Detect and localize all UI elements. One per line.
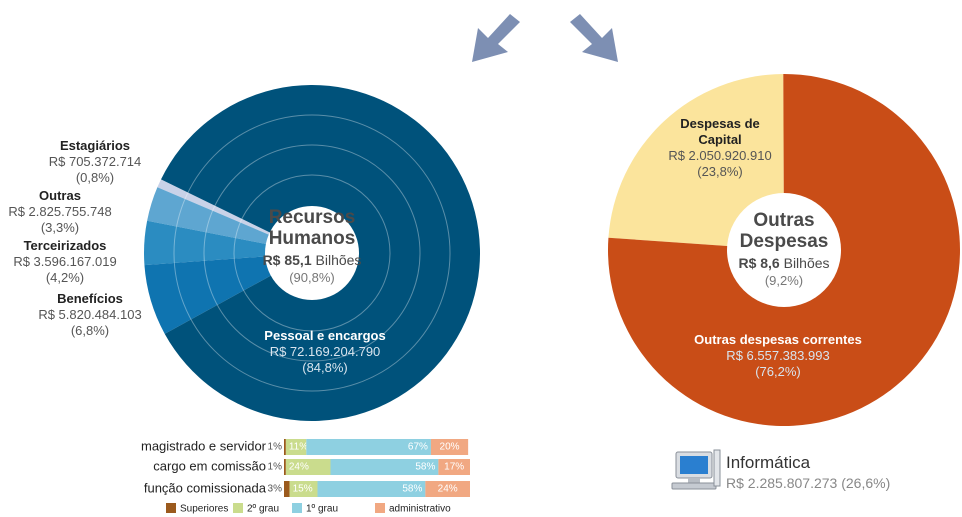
bar-segment — [285, 459, 331, 475]
value-label: 15% — [293, 484, 313, 495]
legend-swatch — [292, 503, 302, 513]
slice-percent: (3,3%) — [40, 220, 80, 235]
value-label: 3% — [268, 484, 283, 495]
ring — [173, 114, 451, 392]
slice-percent: (6,8%) — [70, 323, 110, 338]
center-amount: R$ 85,1 — [262, 252, 312, 268]
bar-segment — [438, 459, 470, 475]
center-unit: Bilhões — [783, 255, 830, 271]
slice-label: Terceirizados R$ 3.596.167.019 (4,2%) — [13, 238, 116, 286]
value-label: 1% — [268, 442, 283, 453]
ring — [203, 144, 421, 362]
arrow — [570, 14, 618, 62]
bar-segment — [289, 481, 318, 497]
value-label: 20% — [440, 442, 460, 453]
value-label: 11% — [289, 442, 308, 453]
slice-label: Pessoal e encargos R$ 72.169.204.790 (84,8… — [264, 328, 385, 376]
center-label: Recursos Humanos R$ 85,1 Bilhões (90,8%) — [263, 207, 362, 285]
pie-slice — [608, 74, 784, 250]
center-share: (9,2%) — [764, 273, 804, 288]
legend-label: 1º grau — [306, 504, 338, 515]
center-title: Despesas — [739, 231, 829, 252]
legend-swatch — [375, 503, 385, 513]
center-title: Humanos — [268, 228, 356, 249]
slice-name: Despesas de Capital — [680, 116, 760, 147]
center-amount: R$ 8,6 — [738, 255, 780, 271]
center-title: Recursos — [268, 207, 356, 228]
slice-value: R$ 5.820.484.103 — [38, 307, 142, 322]
slice-value: R$ 6.557.383.993 — [726, 348, 830, 363]
legend-swatch — [233, 503, 243, 513]
bar-segment — [317, 481, 426, 497]
bar-segment — [306, 439, 431, 455]
slice-name: Pessoal e encargos — [264, 328, 386, 343]
bar-segment — [284, 481, 290, 497]
slice-label: Estagiários R$ 705.372.714 (0,8%) — [49, 138, 142, 186]
slice-name: Estagiários — [59, 138, 131, 153]
slice-name: Outras despesas correntes — [694, 332, 862, 347]
slice-name: Benefícios — [57, 291, 123, 306]
value-label: 24% — [438, 484, 458, 495]
value-label: 17% — [444, 462, 464, 473]
slice-name: Terceirizados — [23, 238, 107, 253]
slice-value: R$ 72.169.204.790 — [269, 344, 381, 359]
center-title: Outras — [753, 210, 815, 231]
bar-segment — [284, 459, 286, 475]
center-unit: Bilhões — [315, 252, 362, 268]
informatica: Informática R$ 2.285.807.273 (26,6%) — [726, 453, 890, 491]
donut-hole — [265, 206, 359, 300]
bar-segment — [330, 459, 439, 475]
category-label: função comissionada — [144, 480, 267, 495]
slice-percent: (23,8%) — [697, 164, 743, 179]
donut-hole — [727, 193, 841, 307]
value-label: 58% — [415, 462, 435, 473]
legend-label: administrativo — [389, 504, 451, 515]
arrow — [472, 14, 520, 62]
center-label: Outras Despesas R$ 8,6 Bilhões (9,2%) — [738, 210, 829, 288]
center-share: (90,8%) — [289, 270, 335, 285]
value-label: 58% — [402, 484, 422, 495]
value-label: 67% — [408, 442, 428, 453]
slice-value: R$ 2.825.755.748 — [8, 204, 112, 219]
slice-percent: (0,8%) — [75, 170, 115, 185]
value-label: 1% — [268, 462, 283, 473]
info-label: Informática — [726, 453, 811, 472]
slice-name: Outras — [39, 188, 81, 203]
center-amount-line: R$ 85,1 Bilhões — [263, 252, 362, 268]
slice-percent: (4,2%) — [45, 270, 85, 285]
legend-label: 2º grau — [247, 504, 279, 515]
slice-value: R$ 2.050.920.910 — [668, 148, 772, 163]
slice-percent: (84,8%) — [302, 360, 348, 375]
slice-value: R$ 3.596.167.019 — [13, 254, 117, 269]
legend-label: Superiores — [180, 504, 228, 515]
slice-value: R$ 705.372.714 — [48, 154, 142, 169]
slice-label: Outras despesas correntes R$ 6.557.383.99… — [694, 332, 862, 380]
bar-segment — [284, 439, 286, 455]
category-label: cargo em comissão — [153, 458, 266, 473]
center-amount-line: R$ 8,6 Bilhões — [738, 255, 829, 271]
ring — [233, 174, 391, 332]
bar-segment — [430, 439, 469, 455]
slice-label: Outras R$ 2.825.755.748 (3,3%) — [8, 188, 111, 236]
slice-label: Despesas de Capital R$ 2.050.920.910 (23,8… — [660, 116, 780, 180]
bar-segment — [425, 481, 470, 497]
category-label: magistrado e servidor — [141, 438, 267, 453]
slice-label: Benefícios R$ 5.820.484.103 (6,8%) — [38, 291, 141, 339]
computer-icon — [671, 449, 721, 490]
slice-percent: (76,2%) — [755, 364, 801, 379]
bar-segment — [285, 439, 307, 455]
value-label: 24% — [289, 462, 309, 473]
legend-swatch — [166, 503, 176, 513]
info-value: R$ 2.285.807.273 (26,6%) — [726, 475, 891, 491]
